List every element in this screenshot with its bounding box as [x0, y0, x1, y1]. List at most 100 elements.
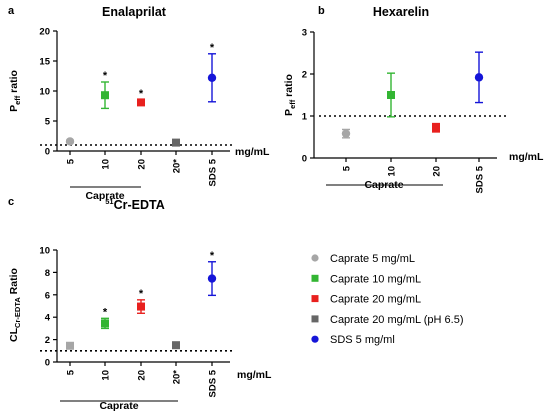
- x-tick-label: SDS 5: [208, 158, 219, 186]
- panel-title: 51Cr-EDTA: [105, 197, 165, 212]
- x-tick-label: 5: [342, 165, 353, 171]
- legend-label: Caprate 10 mg/mL: [330, 273, 421, 285]
- point-marker-square: [432, 123, 440, 132]
- panel-letter: b: [318, 5, 325, 17]
- y-axis-label: Peff ratio: [283, 74, 297, 116]
- y-tick-label: 0: [45, 358, 50, 369]
- point-marker-square: [137, 302, 145, 311]
- ylabel-subscript: Cr-EDTA: [13, 297, 22, 328]
- legend-item: Caprate 20 mg/mL: [311, 294, 421, 306]
- data-point: [387, 72, 395, 118]
- significance-star: *: [103, 70, 108, 82]
- panel-letter: a: [8, 5, 15, 17]
- panel-b: b Hexarelin Peff ratio 0 1 2 3 5 10 20 SDS 5 mg/mL C…: [283, 5, 544, 193]
- ylabel-rest: Ratio: [8, 268, 20, 297]
- ylabel-main: CL: [8, 327, 20, 342]
- y-tick-label: 1: [302, 112, 308, 123]
- group-label: Caprate: [99, 400, 138, 412]
- panel-title: Enalaprilat: [102, 5, 167, 19]
- y-axis-label: CLCr-EDTA Ratio: [8, 268, 22, 342]
- y-tick-label: 0: [45, 147, 50, 158]
- ylabel-rest: ratio: [8, 70, 20, 96]
- x-tick-label: 5: [66, 158, 77, 164]
- point-marker-square: [137, 98, 145, 107]
- point-marker-square: [101, 91, 109, 100]
- ylabel-subscript: eff: [13, 95, 22, 105]
- unit-label: mg/mL: [235, 146, 270, 158]
- significance-star: *: [210, 42, 215, 54]
- significance-star: *: [139, 88, 144, 100]
- significance-star: *: [210, 250, 215, 262]
- x-tick-label: 5: [66, 369, 77, 375]
- ylabel-subscript: eff: [288, 99, 297, 109]
- point-marker-square: [172, 341, 180, 350]
- x-tick-label: SDS 5: [208, 369, 219, 397]
- legend-item: Caprate 5 mg/mL: [311, 253, 415, 265]
- title-text: Cr-EDTA: [114, 198, 165, 212]
- y-tick-label: 3: [302, 28, 307, 39]
- data-point: [341, 128, 351, 139]
- data-point: [172, 138, 180, 147]
- data-point: *: [207, 42, 217, 103]
- x-tick-label: 20: [137, 370, 148, 381]
- y-tick-label: 6: [45, 290, 50, 301]
- data-point: *: [137, 288, 145, 314]
- y-tick-label: 15: [39, 57, 50, 68]
- title-superscript: 51: [105, 197, 113, 206]
- legend-marker-square: [311, 315, 319, 323]
- y-tick-label: 10: [39, 246, 50, 257]
- legend-label: SDS 5 mg/ml: [330, 334, 395, 346]
- legend-marker-circle: [311, 335, 319, 343]
- title-text: Enalaprilat: [102, 5, 167, 19]
- point-marker-circle: [207, 274, 217, 283]
- panel-letter: c: [8, 196, 14, 208]
- data-point: *: [137, 88, 145, 107]
- point-marker-circle: [207, 73, 217, 83]
- group-label: Caprate: [85, 190, 124, 202]
- legend-label: Caprate 20 mg/mL: [330, 294, 421, 306]
- legend-item: Caprate 10 mg/mL: [311, 273, 421, 285]
- ylabel-rest: ratio: [283, 74, 295, 100]
- point-marker-square: [172, 138, 180, 147]
- legend-item: SDS 5 mg/ml: [311, 334, 395, 346]
- data-point: *: [101, 306, 109, 330]
- point-marker-square: [387, 91, 395, 99]
- data-point: [172, 341, 180, 350]
- x-tick-label: 20*: [172, 370, 183, 385]
- point-marker-square: [101, 319, 109, 328]
- x-tick-label: 10: [101, 159, 112, 170]
- data-point: [432, 122, 440, 133]
- data-point: *: [207, 250, 217, 297]
- point-marker-circle: [65, 137, 75, 146]
- significance-star: *: [103, 306, 108, 318]
- point-marker-square: [66, 341, 74, 350]
- x-tick-label: SDS 5: [475, 165, 486, 193]
- y-tick-label: 10: [39, 87, 50, 98]
- legend-marker-square: [311, 295, 319, 303]
- ylabel-main: P: [283, 109, 295, 116]
- legend-marker-square: [311, 274, 319, 282]
- panel-title: Hexarelin: [373, 5, 429, 19]
- x-tick-label: 10: [101, 370, 112, 381]
- panel-a: a Enalaprilat Peff ratio 0 5 10 15 20 5 10 20 20* SD…: [8, 5, 270, 202]
- x-tick-label: 20*: [172, 159, 183, 174]
- legend: Caprate 5 mg/mL Caprate 10 mg/mL Caprate 2…: [311, 253, 463, 346]
- y-axis-label: Peff ratio: [8, 70, 22, 112]
- y-tick-label: 2: [45, 335, 50, 346]
- data-point: [474, 51, 484, 104]
- y-tick-label: 5: [45, 117, 51, 128]
- x-tick-label: 10: [387, 166, 398, 177]
- legend-marker-circle: [311, 254, 319, 262]
- y-tick-label: 4: [45, 313, 51, 324]
- legend-label: Caprate 5 mg/mL: [330, 253, 415, 265]
- significance-star: *: [139, 288, 144, 300]
- legend-label: Caprate 20 mg/mL (pH 6.5): [330, 314, 463, 326]
- data-point: *: [101, 70, 109, 110]
- unit-label: mg/mL: [237, 369, 272, 381]
- point-marker-circle: [474, 73, 484, 82]
- unit-label: mg/mL: [509, 151, 544, 163]
- legend-item: Caprate 20 mg/mL (pH 6.5): [311, 314, 463, 326]
- x-tick-label: 20: [432, 166, 443, 177]
